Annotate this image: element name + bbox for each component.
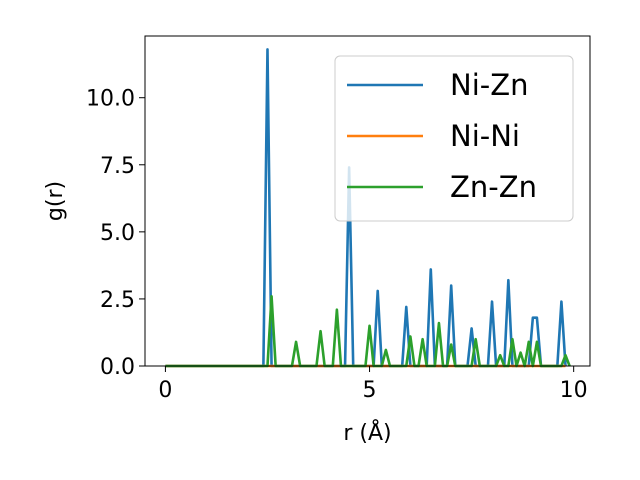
x-tick-label: 10 [560, 378, 588, 403]
y-tick-label: 7.5 [100, 154, 135, 179]
y-axis-label: g(r) [43, 181, 68, 221]
legend: Ni-Zn Ni-Ni Zn-Zn [334, 55, 574, 222]
series-line-ni-zn [165, 48, 567, 368]
legend-label: Zn-Zn [450, 170, 537, 204]
plot-border [144, 35, 591, 367]
x-tick-label: 0 [158, 378, 172, 403]
y-tick-label: 10.0 [86, 87, 135, 112]
legend-box [334, 55, 574, 222]
x-tick-label: 5 [363, 378, 377, 403]
legend-label: Ni-Zn [450, 68, 528, 102]
y-axis: 0.0 2.5 5.0 7.5 10.0 [86, 87, 145, 380]
y-tick-label: 5.0 [100, 221, 135, 246]
y-tick-label: 2.5 [100, 288, 135, 313]
y-tick-label: 0.0 [100, 355, 135, 380]
x-axis-label: r (Å) [343, 419, 391, 446]
x-axis: 0 5 10 [158, 366, 588, 403]
legend-label: Ni-Ni [450, 119, 520, 153]
